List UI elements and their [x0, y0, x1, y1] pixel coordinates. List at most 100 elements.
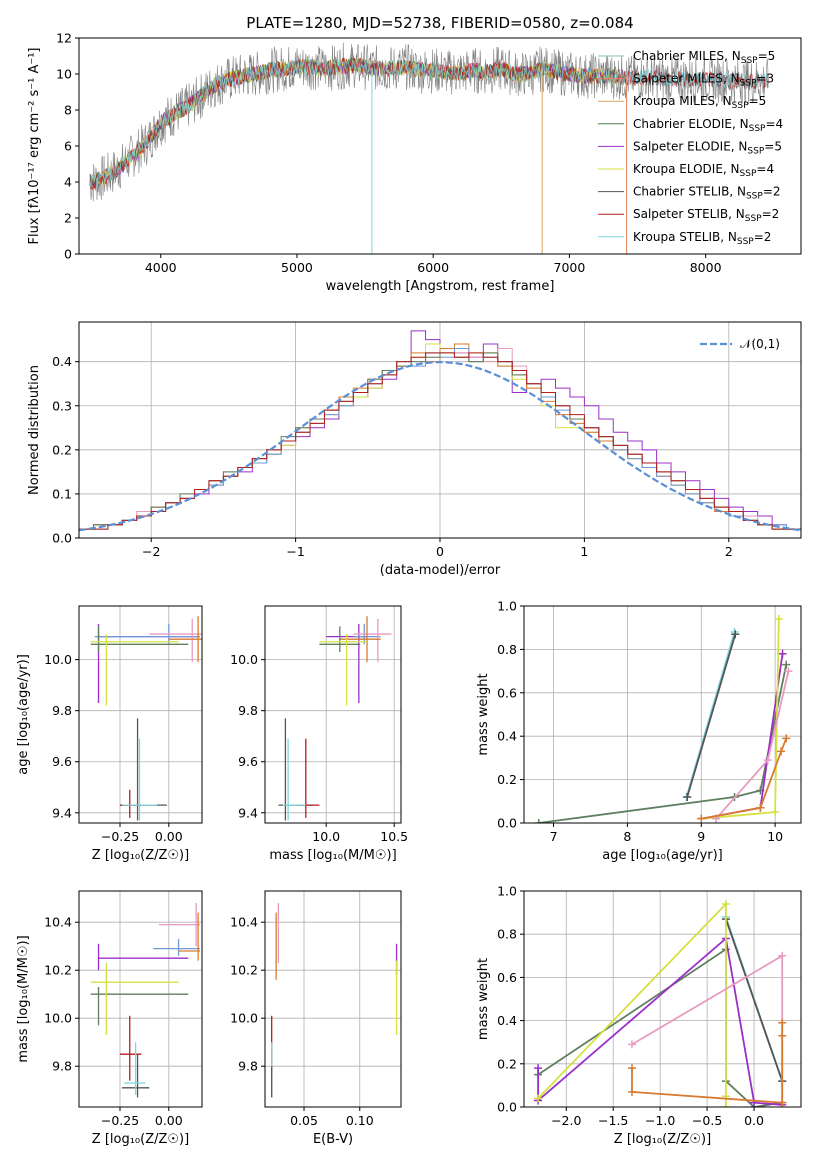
x-tick-label: −0.25	[101, 1113, 139, 1128]
y-tick-label: 9.6	[238, 754, 258, 769]
weight-marker	[771, 808, 780, 817]
histogram-series	[79, 352, 801, 538]
weight-marker	[777, 747, 786, 756]
legend-label: Kroupa ELODIE, NSSP=4	[633, 162, 774, 179]
y-tick-label: 9.8	[238, 703, 258, 718]
x-tick-label: 7	[550, 829, 558, 844]
y-tick-label: 9.8	[238, 1059, 258, 1074]
legend-subscript: SSP	[745, 214, 762, 224]
x-tick-label: 4000	[145, 260, 177, 275]
weight-marker	[534, 819, 543, 823]
legend-text: Chabrier STELIB, N	[633, 185, 746, 199]
spectrum-plot-area	[89, 42, 769, 254]
x-tick-label: 0.05	[290, 1113, 318, 1128]
mass-vs-EBV-frame	[264, 890, 402, 1108]
y-tick-label: 0.6	[497, 970, 517, 985]
y-axis-label: mass weight	[476, 673, 491, 755]
y-tick-label: 10.4	[44, 915, 72, 930]
x-tick-label: 0.0	[744, 1113, 764, 1128]
x-tick-label: 0.00	[155, 1113, 183, 1128]
y-tick-label: 0.6	[497, 685, 517, 700]
legend-subscript: SSP	[732, 101, 749, 111]
legend-text: Kroupa ELODIE, N	[633, 162, 740, 176]
weight-marker	[721, 1103, 730, 1107]
weight-series-line	[537, 901, 727, 1107]
age-vs-Z-plot-area	[79, 606, 202, 823]
y-tick-label: 0.0	[497, 1100, 517, 1115]
y-axis-label: mass [log₁₀(M/M☉)]	[16, 935, 31, 1062]
legend-text: Salpeter ELODIE, N	[633, 139, 747, 153]
x-tick-label: 9	[697, 829, 705, 844]
normal-curve	[79, 360, 801, 532]
weight-marker	[778, 649, 787, 658]
legend-label: Salpeter ELODIE, NSSP=5	[633, 139, 782, 156]
x-tick-label: −2.0	[551, 1113, 581, 1128]
weight-marker	[731, 630, 740, 639]
weight-vs-age-frame	[523, 605, 802, 824]
weight-series-line	[701, 738, 788, 820]
weight-marker	[721, 899, 730, 908]
legend-subscript: SSP	[740, 169, 757, 179]
x-tick-label: 0	[436, 544, 444, 559]
legend-text: Chabrier ELODIE, N	[633, 117, 749, 131]
weight-marker	[534, 1094, 543, 1103]
y-tick-label: 10.0	[44, 1011, 72, 1026]
legend-subscript: SSP	[747, 146, 764, 156]
y-tick-label: 0.4	[52, 354, 72, 369]
legend-label: Chabrier STELIB, NSSP=2	[633, 185, 781, 202]
weight-marker	[683, 792, 692, 801]
weight-marker	[778, 1018, 787, 1027]
legend-label: Chabrier MILES, NSSP=5	[633, 49, 775, 66]
y-tick-label: 9.4	[52, 805, 72, 820]
y-tick-label: 4	[64, 175, 72, 190]
x-tick-label: 10.5	[380, 829, 408, 844]
y-tick-label: 1.0	[497, 599, 517, 614]
y-tick-label: 0.2	[52, 442, 72, 457]
x-tick-label: 8000	[690, 260, 722, 275]
weight-marker	[763, 756, 772, 765]
mass-vs-EBV-plot-area	[265, 891, 401, 1107]
weight-series-line	[725, 918, 784, 1082]
y-tick-label: 10.0	[230, 1011, 258, 1026]
legend-label: Kroupa MILES, NSSP=5	[633, 94, 766, 111]
legend-value: =5	[764, 139, 782, 153]
weight-vs-Z-frame	[523, 890, 802, 1108]
y-tick-label: 12	[56, 31, 72, 46]
y-tick-label: 9.4	[238, 805, 258, 820]
weight-marker	[534, 1064, 543, 1073]
mass-vs-Z-frame	[78, 890, 203, 1108]
chart-title: PLATE=1280, MJD=52738, FIBERID=0580, z=0…	[246, 14, 633, 32]
weight-marker	[774, 615, 783, 624]
y-tick-label: 0.0	[497, 816, 517, 831]
legend-value: =2	[754, 230, 772, 244]
legend-subscript: SSP	[741, 56, 758, 66]
legend-text: Salpeter MILES, N	[633, 72, 740, 86]
y-tick-label: 0	[64, 247, 72, 262]
legend-label: Salpeter MILES, NSSP=3	[633, 72, 774, 89]
model-spectrum	[89, 57, 769, 190]
legend-text: Kroupa MILES, N	[633, 94, 732, 108]
age-vs-mass-plot-area	[265, 606, 401, 823]
y-axis-label: Normed distribution	[27, 365, 42, 495]
model-spectrum	[89, 58, 769, 188]
legend-value: =4	[756, 162, 774, 176]
x-axis-label: Z [log₁₀(Z/Z☉)]	[614, 1132, 711, 1147]
age-vs-Z-frame	[78, 605, 203, 824]
legend-value: =5	[749, 94, 767, 108]
weight-marker	[627, 1087, 636, 1096]
y-tick-label: 2	[64, 211, 72, 226]
weight-marker	[782, 660, 791, 669]
x-tick-label: −1	[286, 544, 304, 559]
weight-marker	[627, 1064, 636, 1073]
observed-spectrum	[89, 42, 769, 202]
legend-subscript: SSP	[740, 79, 757, 89]
weight-marker	[697, 814, 706, 823]
y-tick-label: 10	[56, 67, 72, 82]
x-axis-label: Z [log₁₀(Z/Z☉)]	[92, 1132, 189, 1147]
y-tick-label: 0.1	[52, 486, 72, 501]
legend-text: Kroupa STELIB, N	[633, 230, 737, 244]
y-tick-label: 0.2	[497, 1056, 517, 1071]
weight-marker	[627, 1040, 636, 1049]
y-tick-label: 10.2	[44, 963, 72, 978]
